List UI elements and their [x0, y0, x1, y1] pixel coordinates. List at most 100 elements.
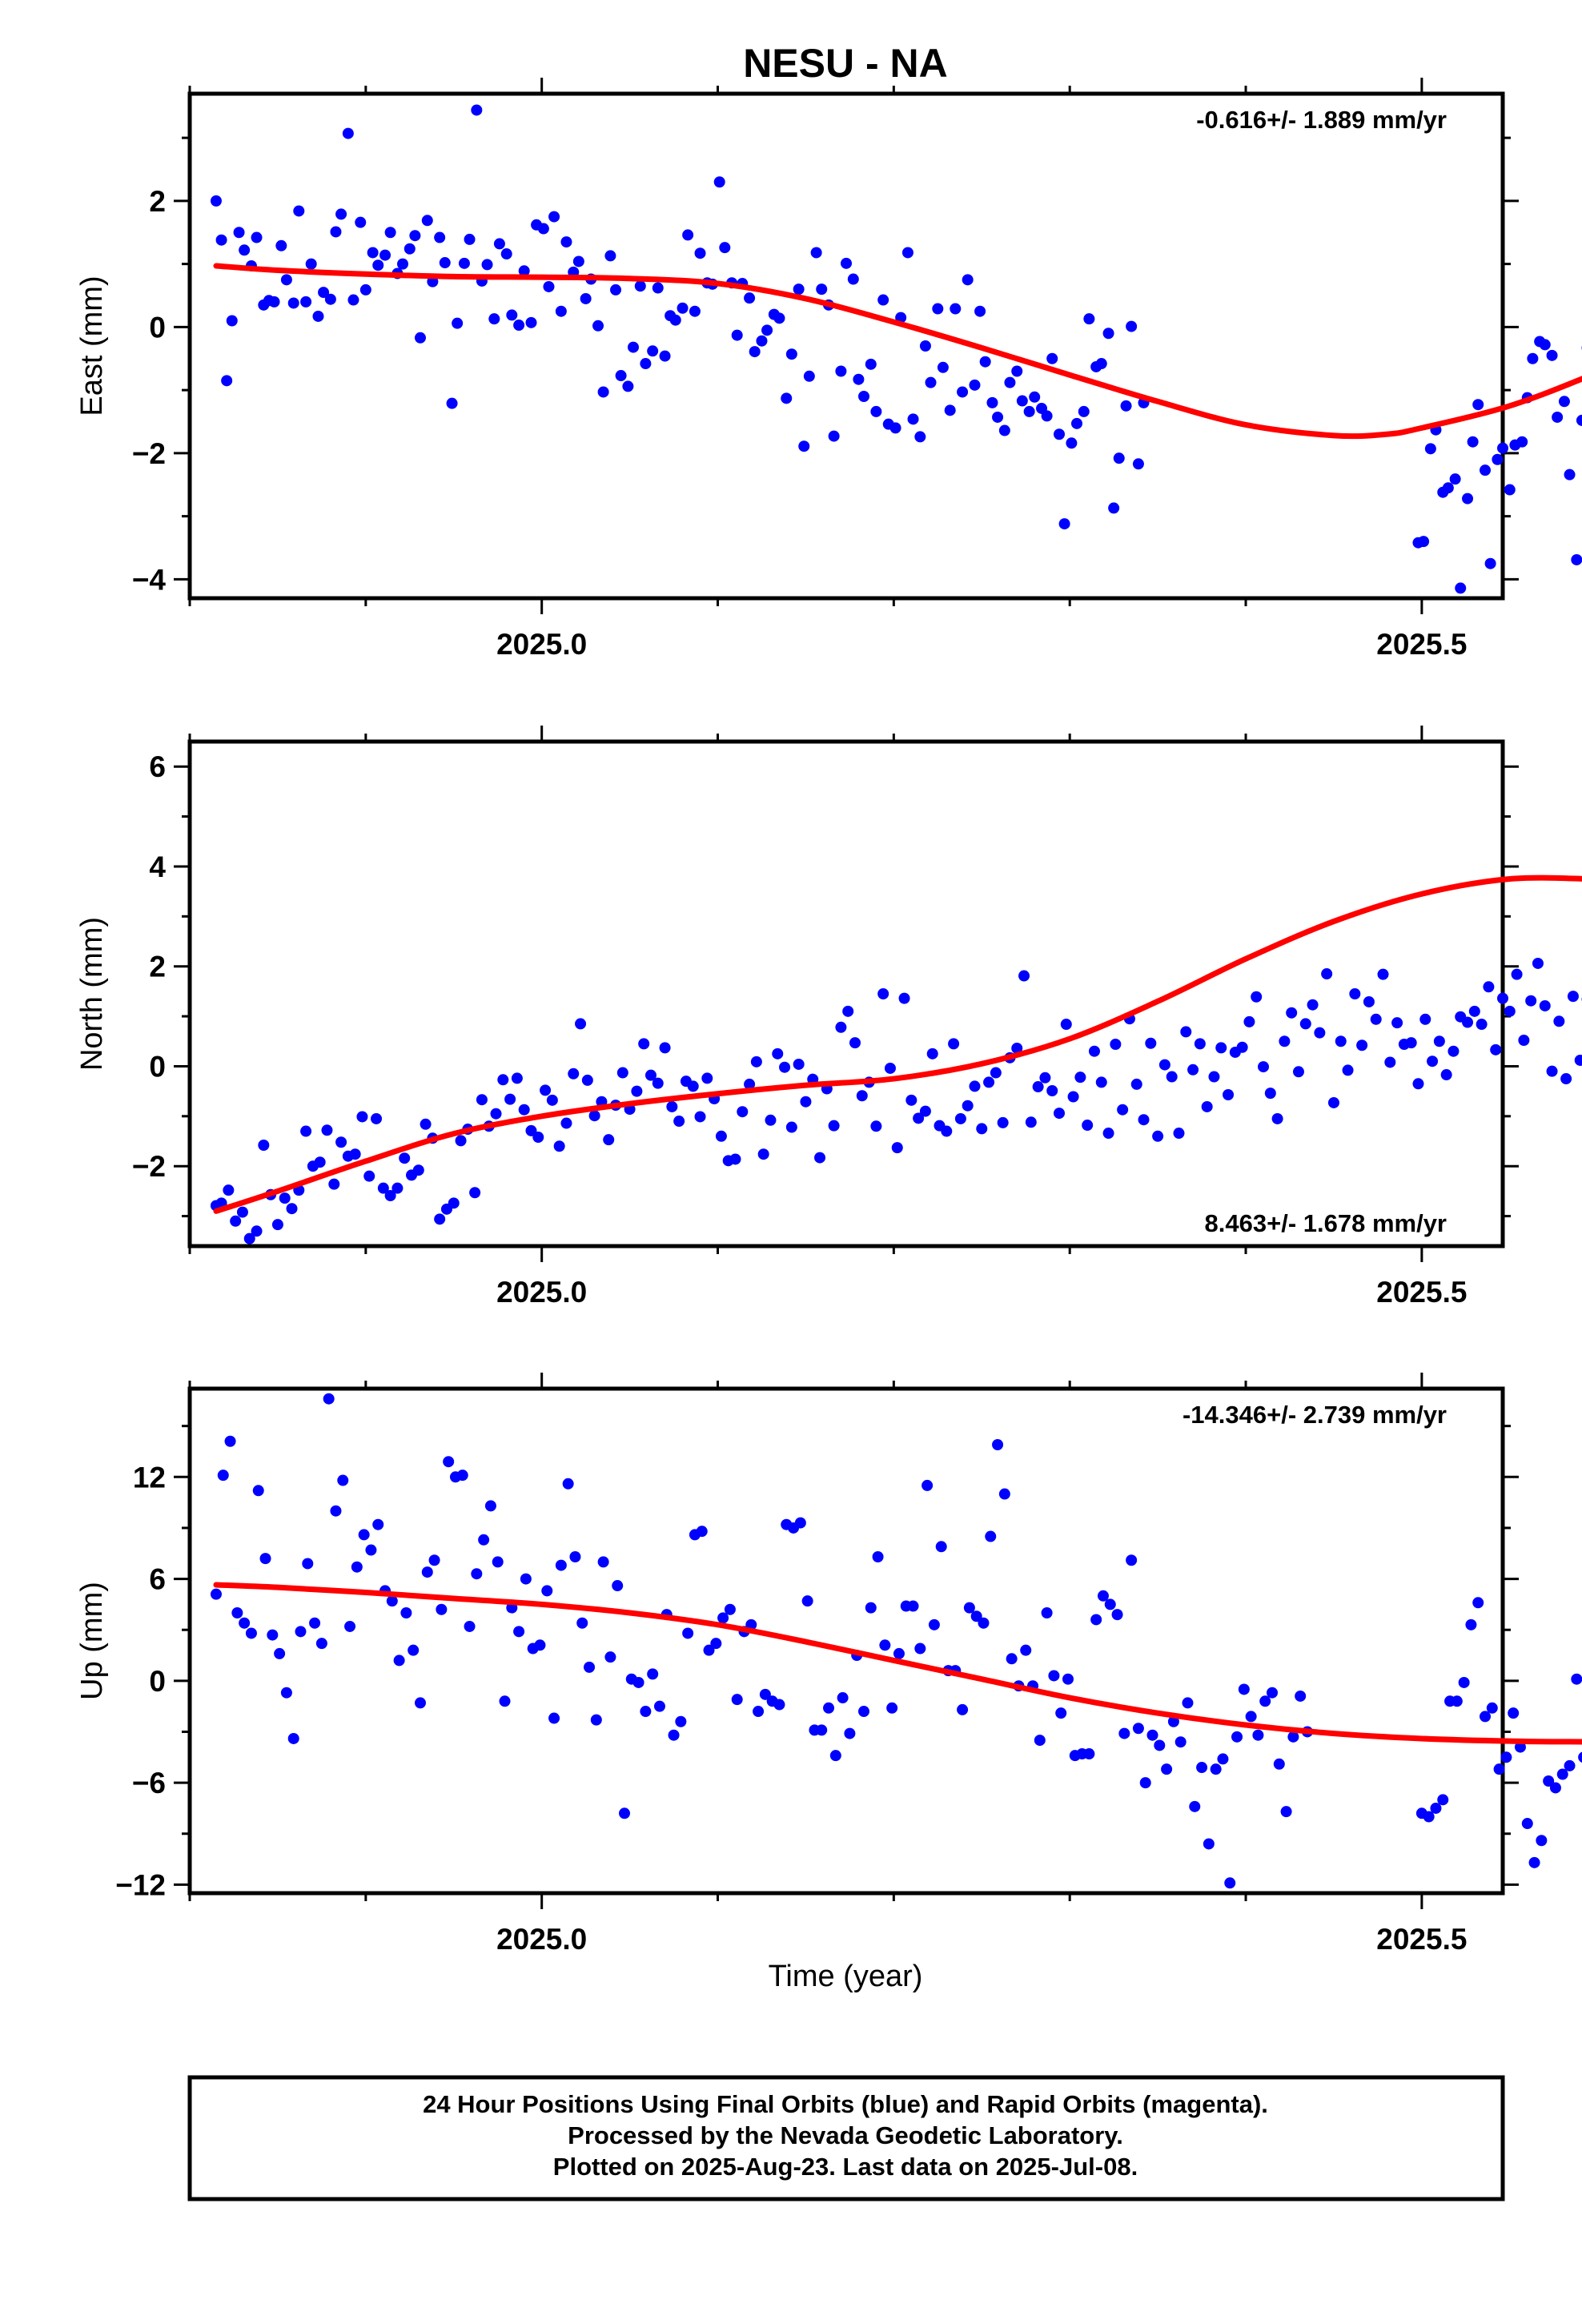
north-data-point — [1468, 1005, 1480, 1017]
east-x-tick-label: 2025.0 — [496, 628, 587, 661]
up-data-point — [773, 1699, 785, 1711]
north-data-point — [1011, 1042, 1023, 1054]
east-data-point — [513, 320, 525, 332]
east-data-point — [268, 296, 280, 308]
north-data-point — [420, 1118, 432, 1130]
north-data-point — [1532, 957, 1544, 969]
east-data-point — [677, 302, 689, 314]
east-data-point — [452, 317, 464, 329]
up-data-point — [1034, 1735, 1046, 1747]
north-data-point — [1377, 968, 1389, 980]
up-data-point — [1528, 1856, 1540, 1868]
north-data-point — [476, 1094, 488, 1106]
north-data-point — [497, 1074, 509, 1086]
up-data-point — [428, 1554, 440, 1566]
north-data-point — [525, 1124, 537, 1136]
up-data-point — [632, 1676, 644, 1688]
north-data-point — [321, 1124, 333, 1136]
east-data-point — [1016, 395, 1028, 407]
up-data-point — [1437, 1794, 1449, 1806]
east-data-point — [1539, 339, 1551, 351]
east-data-point — [1552, 411, 1564, 423]
east-data-point — [615, 370, 627, 382]
north-data-point — [1539, 999, 1551, 1011]
up-data-point — [1006, 1653, 1018, 1665]
north-data-point — [271, 1219, 283, 1231]
north-data-point — [1462, 1016, 1474, 1028]
east-data-point — [937, 361, 949, 373]
up-data-point — [1486, 1702, 1498, 1714]
north-data-point — [1314, 1027, 1326, 1039]
up-data-point — [421, 1566, 433, 1578]
up-data-point — [970, 1610, 982, 1622]
north-data-point — [1194, 1038, 1206, 1050]
up-data-point — [302, 1558, 314, 1570]
east-data-point — [355, 216, 367, 228]
east-data-point — [634, 280, 646, 292]
east-data-point — [1472, 399, 1484, 411]
up-data-point — [604, 1651, 616, 1663]
up-data-point — [703, 1644, 715, 1656]
north-data-point — [469, 1187, 481, 1199]
up-data-point — [653, 1700, 665, 1712]
up-data-point — [857, 1706, 869, 1718]
up-data-point — [393, 1655, 405, 1667]
north-data-point — [553, 1140, 565, 1152]
east-data-point — [744, 292, 756, 304]
up-data-point — [1167, 1715, 1179, 1727]
up-data-point — [1097, 1590, 1109, 1602]
north-data-point — [532, 1132, 544, 1144]
up-data-point — [436, 1603, 448, 1615]
up-data-point — [1451, 1695, 1463, 1707]
up-data-point — [886, 1702, 898, 1714]
north-data-point — [1525, 995, 1537, 1007]
up-data-point — [287, 1732, 299, 1744]
up-data-point — [1161, 1763, 1173, 1775]
north-data-point — [926, 1047, 938, 1059]
east-rate-label: -0.616+/- 1.889 mm/yr — [1196, 106, 1447, 134]
north-data-point — [448, 1197, 460, 1209]
east-data-point — [280, 274, 292, 286]
north-data-point — [1032, 1081, 1044, 1093]
up-data-point — [1564, 1759, 1576, 1771]
east-data-point — [537, 223, 549, 235]
east-data-point — [1102, 328, 1114, 340]
north-data-point — [1110, 1039, 1122, 1050]
north-data-point — [1258, 1061, 1270, 1073]
north-data-point — [1286, 1007, 1298, 1019]
up-data-point — [471, 1568, 483, 1580]
north-data-point — [1271, 1112, 1283, 1124]
north-data-point — [1018, 970, 1030, 982]
up-data-point — [1210, 1763, 1222, 1775]
north-data-point — [1342, 1064, 1354, 1076]
east-data-point — [627, 341, 639, 353]
up-data-point — [1273, 1758, 1285, 1770]
up-data-point — [1090, 1614, 1102, 1626]
up-data-point — [337, 1474, 349, 1486]
east-data-point — [1058, 518, 1070, 530]
east-data-point — [1418, 536, 1430, 548]
up-data-point — [1280, 1806, 1292, 1818]
east-frame — [187, 91, 1505, 601]
east-data-point — [652, 282, 664, 294]
north-data-point — [1433, 1035, 1445, 1047]
east-data-point — [1078, 405, 1090, 417]
up-data-point — [1062, 1673, 1074, 1685]
east-data-point — [1558, 396, 1570, 408]
east-data-point — [434, 231, 446, 243]
north-data-point — [1187, 1063, 1199, 1076]
north-data-point — [1440, 1069, 1452, 1081]
east-data-point — [925, 376, 937, 388]
north-data-point — [983, 1076, 995, 1088]
north-data-point — [1173, 1128, 1185, 1140]
up-data-point — [499, 1695, 511, 1707]
east-data-point — [773, 312, 785, 324]
north-data-point — [842, 1005, 854, 1017]
north-data-point — [990, 1067, 1002, 1079]
north-data-point — [884, 1062, 896, 1074]
east-data-point — [1046, 352, 1058, 364]
up-data-point — [456, 1470, 468, 1482]
east-data-point — [372, 259, 384, 271]
north-x-tick-label: 2025.5 — [1376, 1276, 1467, 1309]
up-fit-line — [213, 1582, 1582, 1745]
